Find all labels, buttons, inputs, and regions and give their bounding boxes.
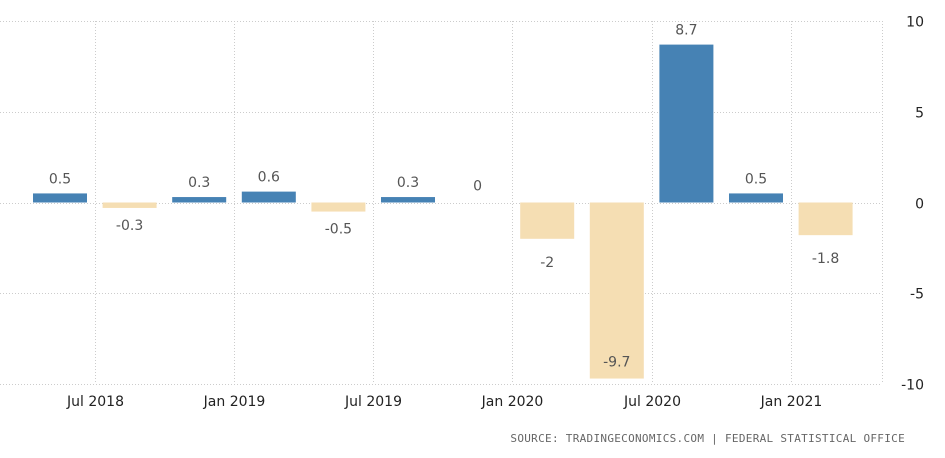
bar (798, 202, 853, 236)
data-label: 0 (473, 179, 482, 195)
bar (589, 202, 644, 379)
x-tick-label: Jan 2020 (481, 394, 544, 410)
data-labels: 0.5 -0.3 0.3 0.6 -0.5 0.3 0 -2 -9.7 8.7 0.5 -1.8 (49, 23, 839, 371)
y-tick-label: 10 (906, 15, 924, 31)
data-label: 0.3 (188, 175, 210, 191)
x-tick-label: Jul 2019 (344, 394, 402, 410)
data-label: 8.7 (675, 23, 697, 39)
data-label: 0.5 (49, 171, 71, 187)
y-tick-label: 0 (915, 197, 924, 213)
y-tick-label: -10 (901, 378, 924, 394)
bars (33, 44, 853, 379)
x-tick-label: Jul 2020 (623, 394, 681, 410)
bar (33, 193, 87, 203)
x-tick-label: Jan 2019 (203, 394, 266, 410)
bar (102, 202, 157, 208)
bar (520, 202, 575, 239)
data-label: 0.5 (745, 171, 767, 187)
bar (172, 197, 227, 203)
bar (381, 197, 435, 203)
y-tick-label: 5 (915, 106, 924, 122)
data-label: 0.3 (397, 175, 419, 191)
bar (311, 202, 366, 212)
y-tick-label: -5 (910, 287, 924, 303)
data-label: -2 (540, 255, 554, 271)
bar (659, 44, 714, 203)
axis-labels: 10 5 0 -5 -10 Jul 2018 Jan 2019 Jul 2019 Jan 202… (66, 15, 924, 411)
x-tick-label: Jan 2021 (760, 394, 823, 410)
bar (241, 191, 296, 203)
data-label: -0.5 (325, 222, 352, 238)
data-label: 0.6 (258, 170, 280, 186)
data-label: -0.3 (116, 218, 143, 234)
source-attribution: SOURCE: TRADINGECONOMICS.COM | FEDERAL S… (510, 432, 905, 445)
x-tick-label: Jul 2018 (66, 394, 124, 410)
data-label: -1.8 (812, 251, 839, 267)
bar (729, 193, 783, 203)
data-label: -9.7 (603, 355, 630, 371)
